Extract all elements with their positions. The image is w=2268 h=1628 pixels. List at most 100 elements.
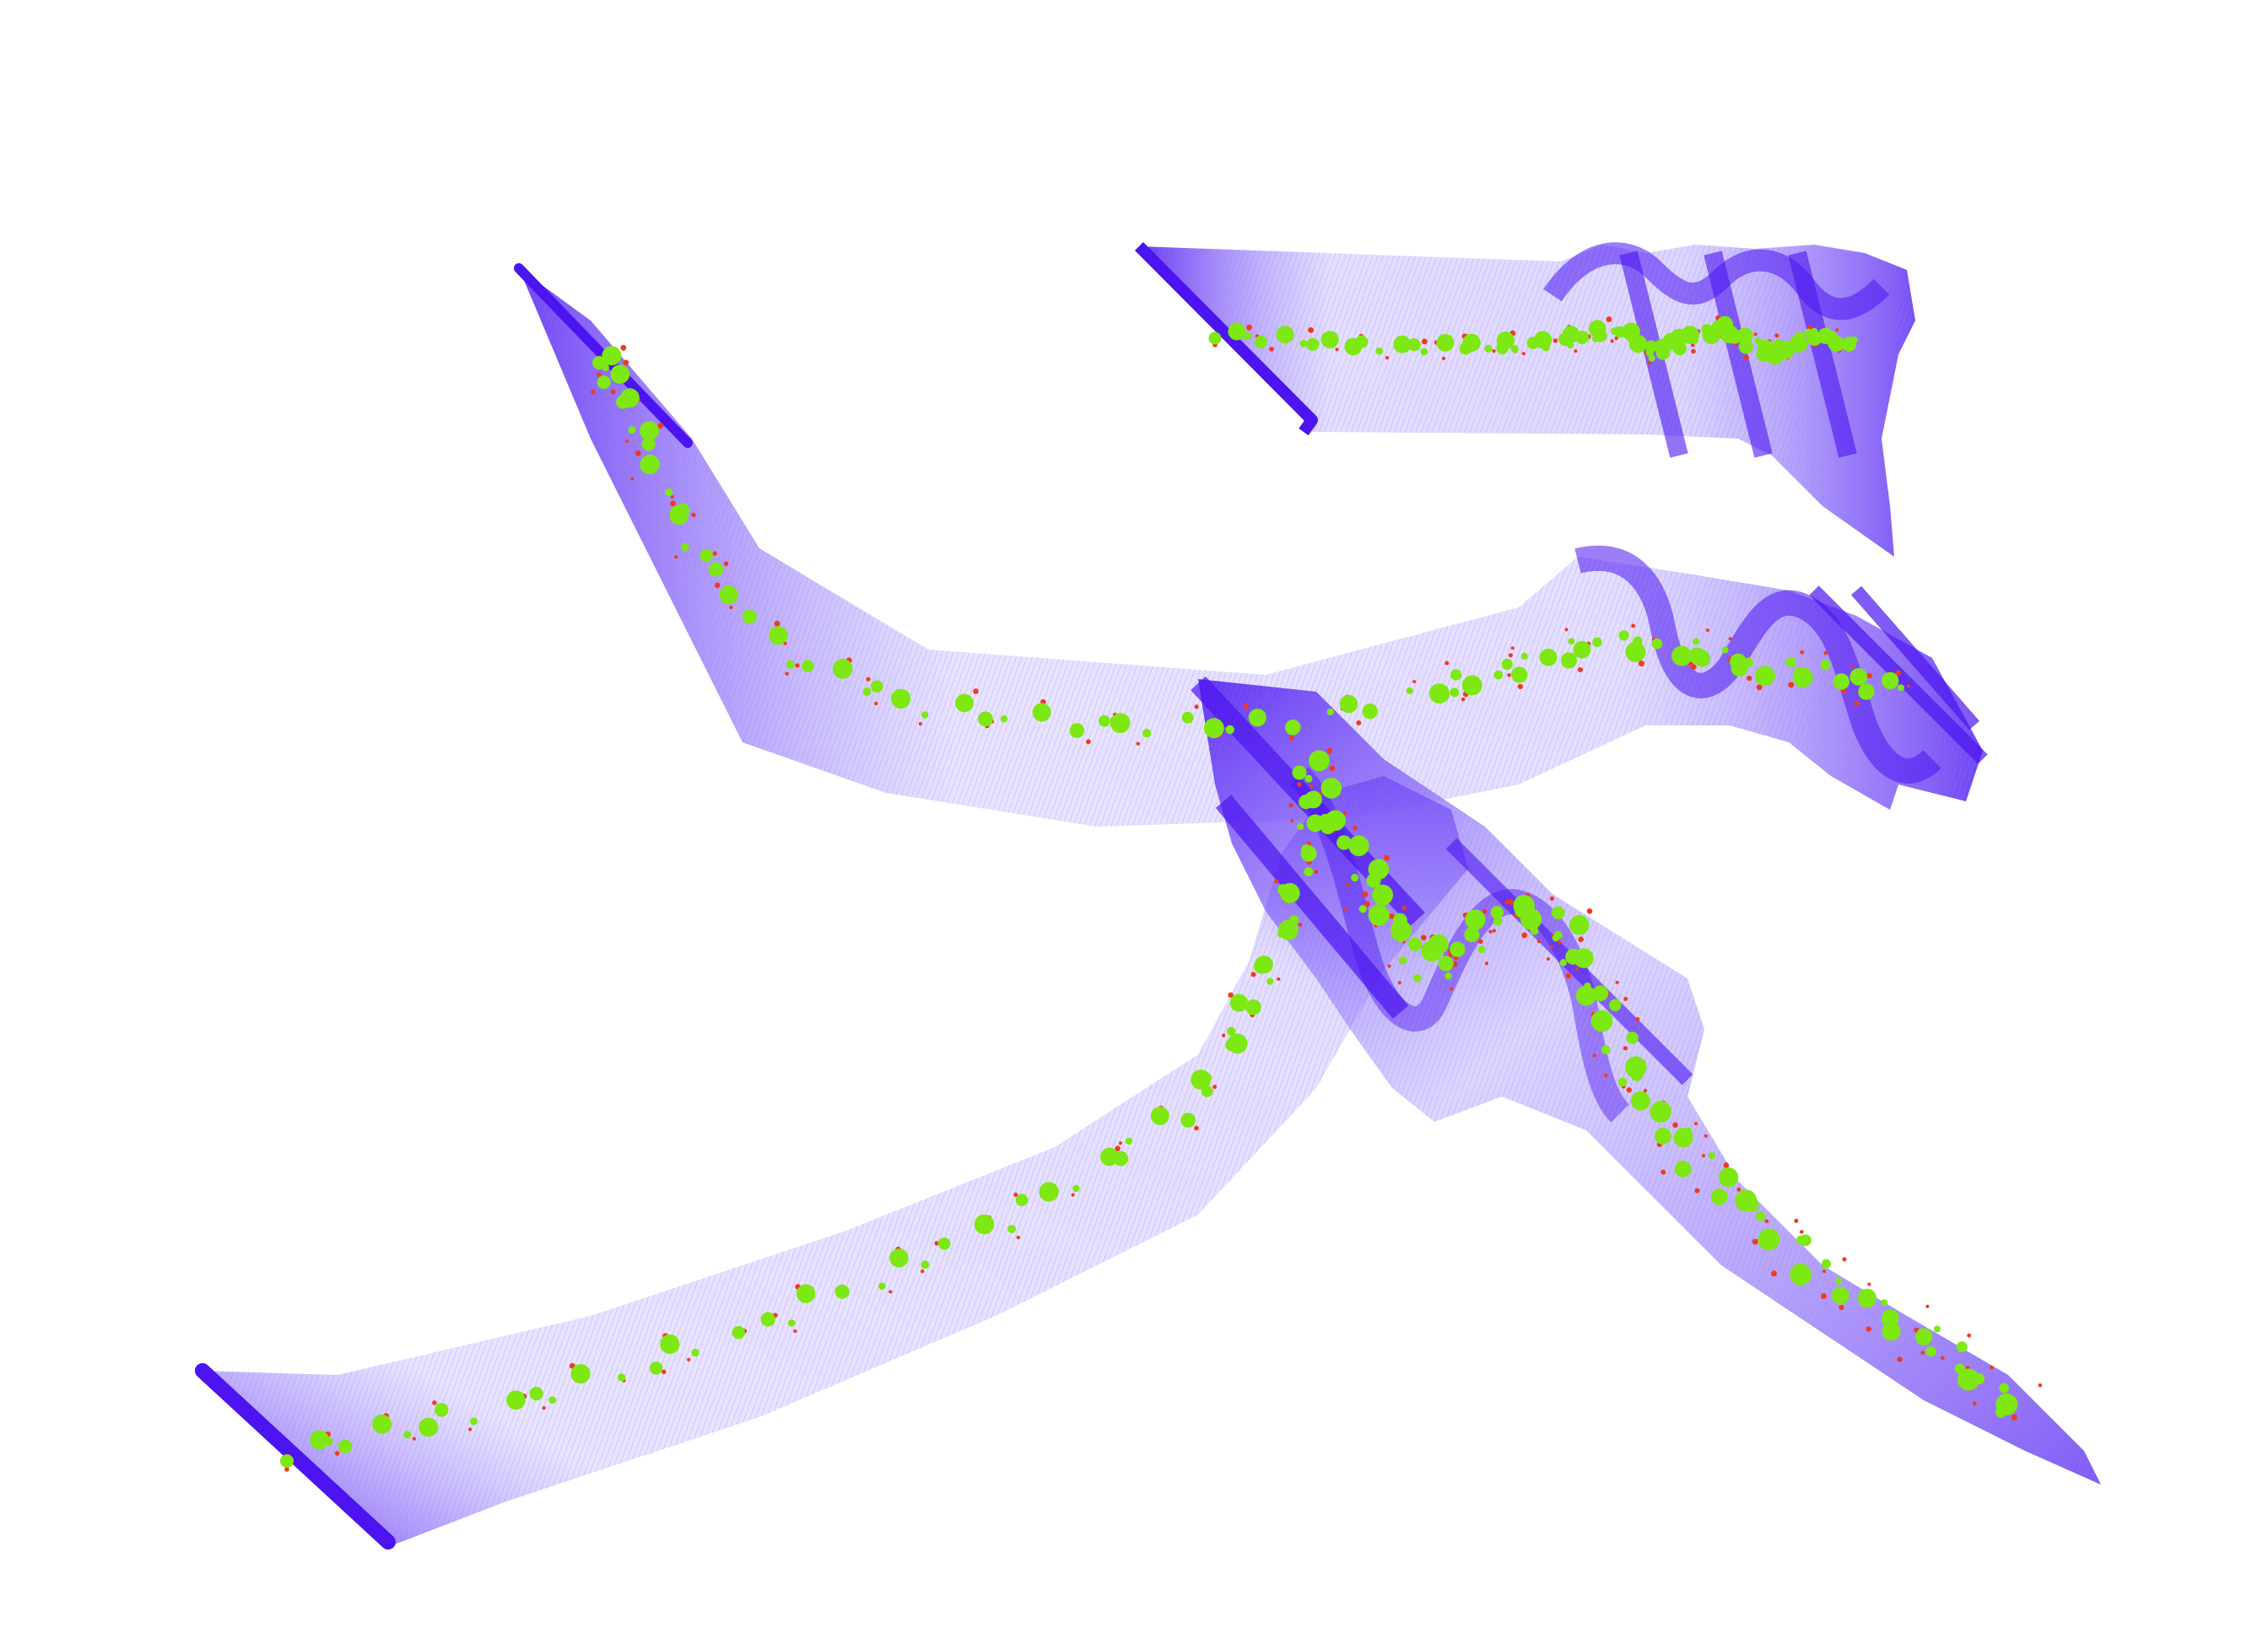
marker-dot <box>1299 795 1314 810</box>
marker-dot <box>871 680 883 693</box>
marker-dot <box>802 660 814 672</box>
trace-dot <box>1552 338 1558 343</box>
marker-dot <box>1180 1113 1196 1128</box>
marker-dot <box>372 1414 392 1434</box>
marker-dot <box>1592 637 1602 648</box>
marker-dot <box>1285 720 1301 736</box>
trace-dot <box>1269 347 1274 352</box>
marker-dot <box>1758 1228 1780 1251</box>
marker-dot <box>742 609 757 624</box>
trace-dot <box>1250 972 1256 978</box>
trace-dot <box>670 495 674 499</box>
marker-dot <box>1630 1091 1650 1111</box>
marker-dot <box>570 1364 591 1384</box>
marker-dot <box>1785 656 1796 668</box>
marker-dot <box>1609 999 1622 1011</box>
trace-dot <box>1246 324 1252 331</box>
marker-dot <box>1276 326 1294 344</box>
trace-dot <box>1421 935 1427 941</box>
trace-dot <box>1794 1218 1799 1223</box>
marker-dot <box>1590 1010 1613 1032</box>
trace-dot <box>1694 1122 1698 1125</box>
marker-dot <box>1326 708 1334 716</box>
marker-dot <box>1339 694 1358 714</box>
marker-dot <box>1300 845 1317 862</box>
marker-dot <box>1562 326 1580 343</box>
marker-dot <box>1792 667 1813 688</box>
trace-dot <box>715 582 721 589</box>
trace-dot <box>1578 936 1584 942</box>
trace-dot <box>1345 882 1350 887</box>
trace-dot <box>1288 735 1294 741</box>
trace-dot <box>1536 939 1542 944</box>
trace-dot <box>1421 338 1428 345</box>
marker-dot <box>1854 671 1861 678</box>
marker-dot <box>1831 1286 1850 1305</box>
marker-dot <box>1099 714 1110 727</box>
marker-dot <box>1573 640 1591 659</box>
trace-dot <box>1450 987 1454 991</box>
marker-dot <box>1925 1345 1936 1357</box>
trace-dot <box>1329 765 1336 772</box>
marker-dot <box>834 1284 850 1299</box>
marker-dot <box>1228 322 1246 341</box>
marker-dot <box>921 711 929 719</box>
marker-dot <box>1007 1225 1017 1233</box>
trace-dot <box>1907 684 1910 688</box>
marker-dot <box>1542 343 1550 352</box>
trace-dot <box>2038 1383 2043 1388</box>
trace-dot <box>1086 739 1091 745</box>
marker-dot <box>1881 1299 1888 1307</box>
trace-dot <box>1297 782 1302 787</box>
trace-dot <box>1800 650 1805 655</box>
trace-dot <box>1606 316 1612 322</box>
ribbon-sweep-lower <box>195 776 1468 1550</box>
trace-dot <box>1222 1033 1226 1038</box>
marker-dot <box>1253 958 1270 974</box>
marker-dot <box>1351 873 1359 881</box>
marker-dot <box>597 375 611 390</box>
marker-dot <box>435 1403 449 1417</box>
marker-dot <box>1462 333 1481 352</box>
trace-dot <box>1326 747 1333 754</box>
marker-dot <box>796 1284 816 1303</box>
marker-dot <box>1336 835 1352 850</box>
trace-dot <box>1972 1401 1977 1406</box>
marker-dot <box>628 426 636 434</box>
trace-dot <box>1867 1282 1871 1286</box>
marker-dot <box>1835 1277 1842 1285</box>
marker-dot <box>769 626 788 645</box>
trace-dot <box>793 1329 797 1334</box>
marker-dot <box>1244 332 1251 340</box>
marker-dot <box>1520 908 1542 930</box>
marker-dot <box>1000 715 1008 723</box>
marker-dot <box>974 1214 995 1235</box>
trace-dot <box>1387 964 1391 968</box>
marker-dot <box>1408 937 1423 951</box>
marker-dot <box>1743 657 1753 668</box>
trace-dot <box>1897 1356 1903 1362</box>
trace-dot <box>687 1357 691 1361</box>
marker-dot <box>1858 683 1875 700</box>
marker-dot <box>1450 687 1460 698</box>
trace-dot <box>888 1290 893 1294</box>
marker-dot <box>1719 1167 1739 1188</box>
marker-dot <box>1710 1189 1728 1205</box>
marker-dot <box>1299 339 1308 348</box>
marker-dot <box>1552 906 1565 919</box>
trace-dot <box>1565 973 1572 978</box>
marker-dot <box>1309 750 1330 772</box>
trace-dot <box>1967 1333 1972 1338</box>
marker-dot <box>1407 338 1421 352</box>
marker-dot <box>1736 327 1753 344</box>
marker-dot <box>1072 1184 1080 1193</box>
trace-dot <box>1647 361 1651 365</box>
marker-dot <box>1539 648 1558 666</box>
trace-dot <box>1356 720 1362 725</box>
marker-dot <box>1292 765 1307 780</box>
trace-dot <box>1212 1085 1218 1089</box>
marker-dot <box>1436 333 1455 352</box>
marker-dot <box>890 688 911 709</box>
trace-dot <box>1800 1230 1804 1234</box>
marker-dot <box>1882 1322 1901 1341</box>
